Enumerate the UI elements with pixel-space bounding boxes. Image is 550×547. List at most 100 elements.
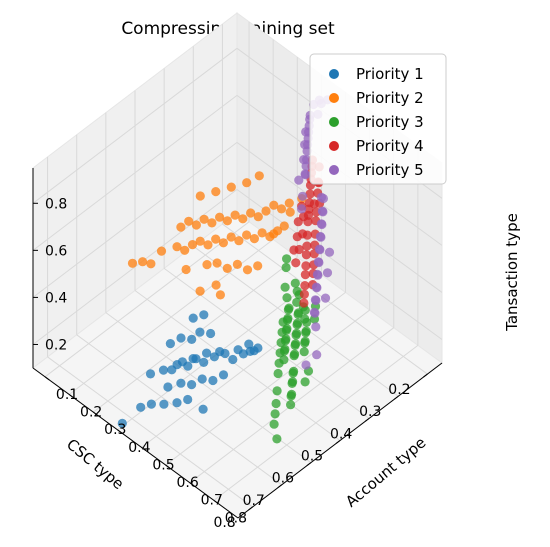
data-point: [277, 327, 287, 337]
data-point: [283, 305, 293, 315]
z-axis-label: Tansaction type: [503, 213, 521, 332]
data-point: [195, 191, 205, 201]
data-point: [220, 348, 230, 359]
data-point: [165, 339, 175, 349]
data-point: [297, 204, 307, 214]
data-point: [286, 391, 296, 401]
data-point: [302, 241, 312, 251]
data-point: [316, 219, 326, 229]
data-point: [195, 236, 205, 246]
data-point: [226, 182, 236, 192]
data-point: [322, 268, 333, 278]
data-point: [254, 171, 264, 181]
legend-marker: [329, 165, 339, 175]
y-tick: [189, 482, 195, 487]
legend-label: Priority 5: [356, 161, 424, 179]
data-point: [211, 187, 221, 197]
data-point: [138, 257, 148, 267]
y-tick: [92, 411, 98, 416]
x-tick-label: 0.7: [243, 493, 265, 509]
z-tick-label: 0.8: [45, 196, 67, 212]
legend-marker: [329, 141, 339, 151]
data-point: [208, 375, 218, 386]
legend-label: Priority 2: [356, 89, 424, 107]
data-point: [146, 259, 156, 269]
data-point: [300, 281, 310, 291]
grid-y-floor: [92, 256, 298, 413]
data-point: [211, 234, 221, 244]
data-point: [242, 230, 252, 240]
data-point: [253, 212, 263, 222]
grid-y-floor: [213, 344, 419, 501]
data-point: [172, 242, 182, 252]
data-point: [269, 200, 279, 210]
data-point: [320, 293, 331, 303]
y-tick-label: 0.1: [56, 387, 78, 403]
data-point: [176, 333, 186, 343]
data-point: [276, 204, 287, 214]
data-point: [282, 293, 292, 303]
data-point: [314, 244, 324, 254]
data-point: [253, 343, 263, 353]
data-point: [253, 261, 263, 271]
y-tick: [141, 447, 146, 451]
data-point: [293, 309, 303, 319]
data-point: [271, 398, 281, 409]
x-axis-label: CSC type: [63, 435, 127, 493]
data-point: [215, 290, 225, 300]
legend-box: [309, 53, 447, 185]
data-point: [287, 378, 297, 388]
data-point: [292, 297, 302, 307]
data-point: [242, 265, 253, 275]
data-point: [187, 240, 198, 250]
x-tick: [393, 395, 399, 400]
data-point: [310, 295, 320, 305]
data-point: [261, 206, 271, 216]
data-point: [312, 269, 322, 279]
data-point: [222, 216, 232, 226]
data-point: [282, 254, 292, 264]
data-point: [309, 307, 319, 317]
x-tick: [335, 440, 341, 444]
data-point: [246, 208, 256, 218]
data-point: [203, 240, 213, 250]
data-point: [172, 398, 182, 408]
data-point: [286, 400, 296, 410]
x-tick-label: 0.8: [213, 515, 235, 531]
data-point: [181, 264, 191, 275]
data-point: [311, 322, 321, 332]
data-point: [292, 320, 302, 330]
data-point: [215, 212, 225, 222]
y-axis-line: [32, 367, 239, 519]
data-point: [222, 263, 232, 273]
x-tick: [277, 484, 283, 489]
grid-z-right: [32, 47, 238, 204]
data-point: [291, 330, 301, 340]
data-point: [195, 327, 205, 337]
legend: Priority 1 Priority 2 Priority 3 Priority 4…: [309, 53, 447, 185]
data-point: [244, 339, 254, 349]
data-point: [300, 169, 310, 179]
data-point: [299, 347, 309, 357]
data-point: [281, 262, 291, 273]
data-points: [117, 95, 335, 444]
data-point: [302, 317, 312, 327]
y-tick: [44, 376, 50, 381]
data-point: [313, 257, 323, 267]
data-point: [311, 282, 321, 292]
data-point: [290, 278, 300, 288]
data-point: [318, 193, 328, 204]
data-point: [176, 378, 186, 388]
data-point: [183, 361, 193, 371]
x-tick: [248, 506, 253, 511]
data-point: [317, 206, 327, 216]
data-point: [191, 220, 201, 230]
data-point: [146, 399, 156, 409]
data-point: [285, 207, 295, 217]
data-point: [191, 354, 201, 364]
data-point: [288, 368, 298, 378]
data-point: [272, 434, 282, 444]
data-point: [292, 232, 302, 242]
data-point: [188, 313, 198, 323]
data-point: [272, 386, 282, 396]
